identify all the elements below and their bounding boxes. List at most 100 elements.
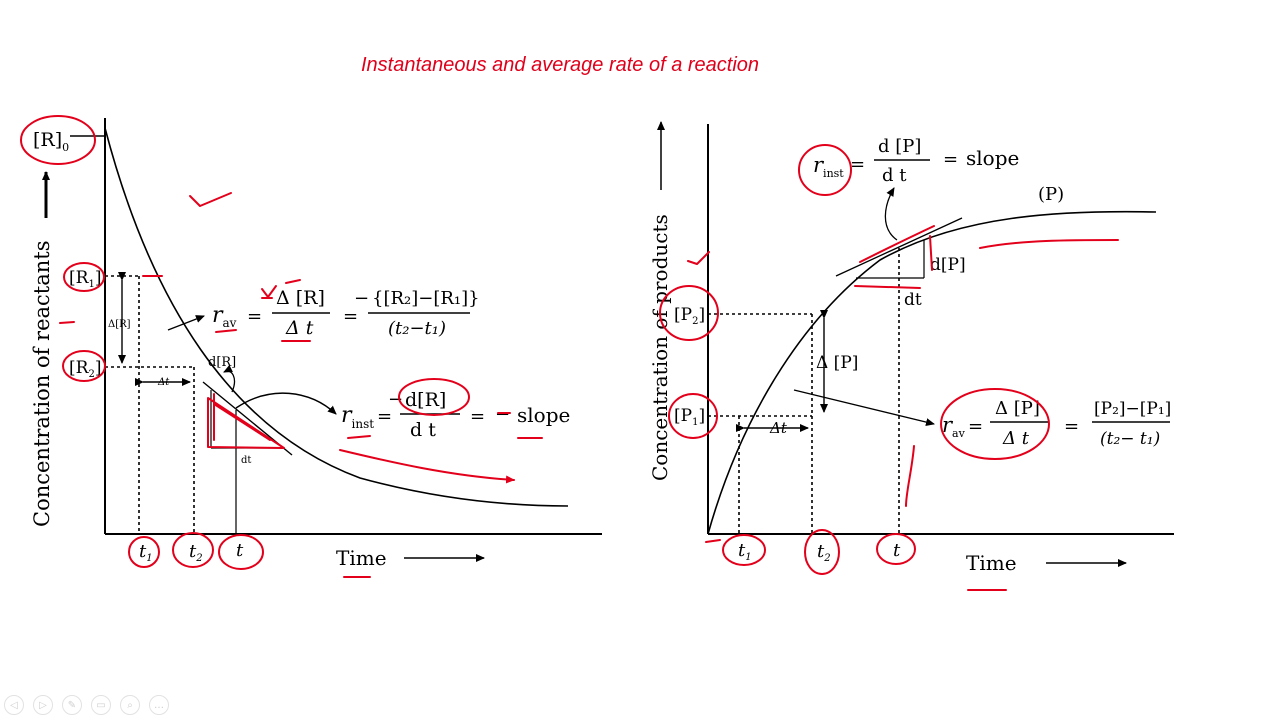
dash-left	[59, 321, 75, 324]
r-av-pointer	[167, 315, 205, 331]
back-icon[interactable]: ◁	[4, 695, 24, 715]
forward-icon[interactable]: ▷	[33, 695, 53, 715]
left-graph: Concentration of reactants Time [R]0 [R1…	[30, 118, 602, 570]
red-tangent-right	[859, 225, 935, 263]
product-growth-curve	[707, 210, 1157, 535]
svg-text:=: =	[343, 306, 358, 327]
mark-r-av-top	[285, 279, 301, 284]
circle-t1-right	[722, 534, 766, 566]
circle-t2-right	[804, 529, 840, 575]
reactant-decay-curve	[104, 127, 569, 507]
dP-label: d[P]	[930, 255, 966, 275]
svg-text:slope: slope	[966, 146, 1019, 170]
underline-inst	[347, 435, 371, 439]
svg-text:=: =	[1064, 416, 1079, 437]
svg-text:[P₂]−[P₁]: [P₂]−[P₁]	[1094, 399, 1171, 419]
red-annotations	[20, 115, 1119, 591]
red-curve-arrow	[339, 449, 515, 484]
p2-label: [P2]	[674, 305, 705, 327]
right-graph: Concentration of products Time (P) [P2] …	[648, 121, 1174, 575]
delta-t-label: Δt	[157, 377, 170, 388]
right-x-axis-label: Time	[966, 551, 1017, 575]
t2-label: t2	[189, 541, 203, 564]
pen-icon[interactable]: ✎	[62, 695, 82, 715]
check-right	[687, 251, 710, 265]
copy-icon[interactable]: ▭	[91, 695, 111, 715]
circle-p2	[659, 285, 719, 341]
svg-text:d[R]: d[R]	[405, 389, 446, 411]
red-dash-t1	[705, 539, 721, 543]
svg-text:=: =	[968, 416, 983, 437]
svg-text:Δ t: Δ t	[1002, 428, 1030, 449]
svg-text:=: =	[943, 149, 958, 170]
svg-text:slope: slope	[517, 403, 570, 427]
r-inst-formula-left: rinst = − d[R] d t = − slope	[341, 389, 570, 441]
r-av-pointer-right	[793, 389, 935, 426]
svg-text:d t: d t	[882, 165, 907, 186]
delta-r-label: Δ[R]	[108, 319, 131, 330]
circle-r2	[62, 350, 106, 382]
circle-r-av-right	[940, 388, 1050, 460]
more-icon[interactable]: …	[149, 695, 169, 715]
dt-label-right: dt	[904, 290, 922, 310]
r0-label: [R]0	[33, 129, 69, 154]
svg-text:d [P]: d [P]	[878, 136, 921, 157]
check-mark-left	[189, 192, 232, 207]
dt-small-label: dt	[241, 455, 251, 466]
svg-text:{[R₂]−[R₁]}: {[R₂]−[R₁]}	[372, 288, 480, 309]
red-tick-dp	[929, 235, 933, 271]
circle-t-right	[876, 533, 916, 565]
dR-pointer	[223, 364, 236, 393]
underline-r-av	[215, 329, 237, 333]
right-y-axis-label: Concentration of products	[648, 214, 672, 481]
r-inst-formula-right: rinst = d [P] d t = slope	[813, 136, 1019, 186]
red-triangle	[207, 397, 285, 449]
svg-text:(t₂−t₁): (t₂−t₁)	[388, 318, 446, 339]
circle-t2	[172, 532, 214, 568]
svg-text:Δ t: Δ t	[285, 317, 314, 339]
r1-label: [R1]	[69, 268, 101, 290]
circle-t	[218, 534, 264, 570]
circle-r-inst-right	[798, 144, 852, 196]
svg-text:rav: rav	[212, 303, 237, 330]
right-tangent-line	[835, 217, 963, 277]
p1-label: [P1]	[674, 406, 705, 428]
delta-p-label: Δ [P]	[816, 353, 858, 373]
r-inst-pointer	[235, 392, 337, 415]
red-line-curve	[979, 239, 1119, 249]
minus-check	[261, 285, 277, 299]
t-label-right: t	[893, 540, 901, 561]
svg-text:=: =	[247, 306, 262, 327]
svg-text:rav: rav	[942, 413, 966, 440]
svg-text:rinst: rinst	[341, 403, 374, 431]
left-x-axis-label: Time	[336, 546, 387, 570]
slide-title: Instantaneous and average rate of a reac…	[360, 54, 760, 76]
left-y-axis-label: Concentration of reactants	[30, 241, 54, 527]
r-inst-pointer-right	[884, 187, 898, 241]
t-label: t	[236, 540, 244, 561]
circle-dR-formula	[398, 378, 470, 416]
t1-label-right: t1	[738, 540, 752, 563]
svg-text:−: −	[495, 404, 510, 425]
svg-text:d t: d t	[410, 419, 436, 441]
t1-label: t1	[139, 541, 153, 564]
r-av-formula-right: rav = Δ [P] Δ t = [P₂]−[P₁] (t₂− t₁)	[942, 398, 1171, 449]
r2-label: [R2]	[69, 358, 101, 380]
svg-text:=: =	[850, 154, 865, 175]
svg-text:−: −	[354, 288, 369, 309]
dR-label: d[R]	[208, 355, 236, 370]
svg-text:Δ [P]: Δ [P]	[995, 398, 1040, 419]
circle-p1	[668, 393, 718, 439]
circle-r0	[20, 115, 96, 165]
svg-text:=: =	[470, 406, 485, 427]
zoom-icon[interactable]: ⌕	[120, 695, 140, 715]
circle-t1	[128, 536, 160, 568]
delta-t-label-right: Δt	[769, 419, 788, 437]
presentation-toolbar: ◁ ▷ ✎ ▭ ⌕ …	[4, 694, 169, 716]
red-vert-right	[905, 445, 915, 507]
p-curve-label: (P)	[1038, 184, 1064, 205]
r-av-formula: rav = Δ [R] Δ t = − {[R₂]−[R₁]} (t₂−t₁)	[212, 287, 480, 339]
circle-r1	[63, 262, 105, 292]
t2-label-right: t2	[817, 541, 831, 564]
